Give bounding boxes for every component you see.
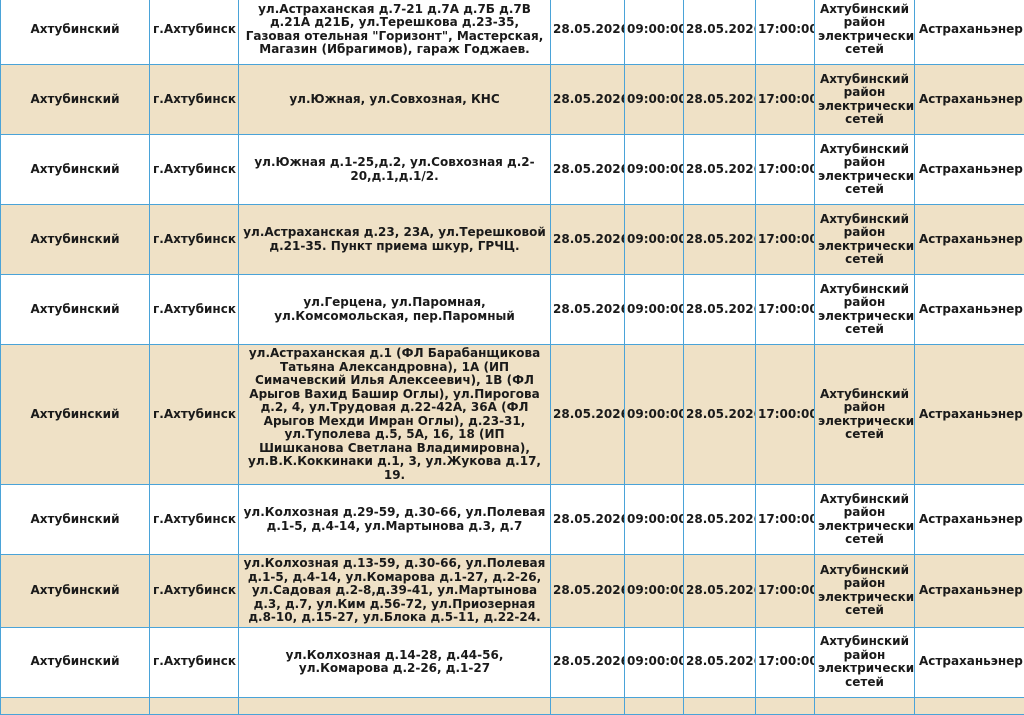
city-cell: г.Ахтубинск <box>150 555 239 628</box>
district-cell: Ахтубинский <box>1 627 150 697</box>
start-date-cell: 28.05.2026 <box>551 485 625 555</box>
end-date-cell: 28.05.2026 <box>684 205 756 275</box>
org-cell: Астраханьэнер <box>915 65 1024 135</box>
start-date-cell: 28.05.2026 <box>551 205 625 275</box>
network-cell: Ахтубинский район электрических сетей <box>815 0 915 65</box>
start-date-cell: 28.05.2026 <box>551 345 625 485</box>
org-cell: Астраханьэнер <box>915 555 1024 628</box>
org-cell: Астраханьэнер <box>915 0 1024 65</box>
network-cell: Ахтубинский район электрических сетей <box>815 205 915 275</box>
end-time-cell: 17:00:00 <box>756 345 815 485</box>
address-cell: ул.Астраханская д.7-21 д.7А д.7Б д.7В д.… <box>239 0 551 65</box>
table-row: Ахтубинский г.Ахтубинск ул.Колхозная д.1… <box>1 627 1024 697</box>
start-time-cell: 09:00:00 <box>625 345 684 485</box>
org-cell: Астраханьэнер <box>915 627 1024 697</box>
start-time-cell: 09:00:00 <box>625 275 684 345</box>
table-row: Ахтубинский г.Ахтубинск ул.Астраханская … <box>1 205 1024 275</box>
org-cell: Астраханьэнер <box>915 275 1024 345</box>
end-time-cell: 17:00:00 <box>756 627 815 697</box>
table-row-partial <box>1 697 1024 714</box>
end-time-cell: 17:00:00 <box>756 275 815 345</box>
start-date-cell: 28.05.2026 <box>551 627 625 697</box>
city-cell: г.Ахтубинск <box>150 65 239 135</box>
table-row: Ахтубинский г.Ахтубинск ул.Астраханская … <box>1 345 1024 485</box>
end-date-cell: 28.05.2026 <box>684 345 756 485</box>
end-time-cell: 17:00:00 <box>756 205 815 275</box>
table-row: Ахтубинский г.Ахтубинск ул.Колхозная д.1… <box>1 555 1024 628</box>
district-cell: Ахтубинский <box>1 555 150 628</box>
address-cell: ул.Колхозная д.14-28, д.44-56, ул.Комаро… <box>239 627 551 697</box>
district-cell: Ахтубинский <box>1 0 150 65</box>
org-cell: Астраханьэнер <box>915 485 1024 555</box>
district-cell: Ахтубинский <box>1 485 150 555</box>
end-time-cell: 17:00:00 <box>756 555 815 628</box>
table-row: Ахтубинский г.Ахтубинск ул.Герцена, ул.П… <box>1 275 1024 345</box>
city-cell: г.Ахтубинск <box>150 205 239 275</box>
start-date-cell: 28.05.2026 <box>551 135 625 205</box>
end-date-cell: 28.05.2026 <box>684 275 756 345</box>
org-cell: Астраханьэнер <box>915 135 1024 205</box>
city-cell: г.Ахтубинск <box>150 485 239 555</box>
table-row: Ахтубинский г.Ахтубинск ул.Южная, ул.Сов… <box>1 65 1024 135</box>
network-cell: Ахтубинский район электрических сетей <box>815 275 915 345</box>
city-cell: г.Ахтубинск <box>150 345 239 485</box>
start-time-cell: 09:00:00 <box>625 627 684 697</box>
city-cell: г.Ахтубинск <box>150 0 239 65</box>
network-cell: Ахтубинский район электрических сетей <box>815 65 915 135</box>
end-date-cell: 28.05.2026 <box>684 65 756 135</box>
district-cell: Ахтубинский <box>1 135 150 205</box>
start-date-cell: 28.05.2026 <box>551 275 625 345</box>
table-row: Ахтубинский г.Ахтубинск ул.Южная д.1-25,… <box>1 135 1024 205</box>
end-date-cell: 28.05.2026 <box>684 627 756 697</box>
org-cell: Астраханьэнер <box>915 205 1024 275</box>
start-time-cell: 09:00:00 <box>625 485 684 555</box>
address-cell: ул.Астраханская д.23, 23А, ул.Терешковой… <box>239 205 551 275</box>
table-row: Ахтубинский г.Ахтубинск ул.Колхозная д.2… <box>1 485 1024 555</box>
end-time-cell: 17:00:00 <box>756 0 815 65</box>
network-cell: Ахтубинский район электрических сетей <box>815 485 915 555</box>
district-cell: Ахтубинский <box>1 275 150 345</box>
start-date-cell: 28.05.2026 <box>551 555 625 628</box>
start-time-cell: 09:00:00 <box>625 65 684 135</box>
start-time-cell: 09:00:00 <box>625 135 684 205</box>
network-cell: Ахтубинский район электрических сетей <box>815 345 915 485</box>
start-time-cell: 09:00:00 <box>625 555 684 628</box>
end-time-cell: 17:00:00 <box>756 485 815 555</box>
start-date-cell: 28.05.2026 <box>551 65 625 135</box>
table-row: Ахтубинский г.Ахтубинск ул.Астраханская … <box>1 0 1024 65</box>
district-cell: Ахтубинский <box>1 345 150 485</box>
org-cell: Астраханьэнер <box>915 345 1024 485</box>
end-date-cell: 28.05.2026 <box>684 555 756 628</box>
end-time-cell: 17:00:00 <box>756 65 815 135</box>
end-date-cell: 28.05.2026 <box>684 135 756 205</box>
district-cell: Ахтубинский <box>1 205 150 275</box>
city-cell: г.Ахтубинск <box>150 627 239 697</box>
address-cell: ул.Колхозная д.29-59, д.30-66, ул.Полева… <box>239 485 551 555</box>
address-cell: ул.Южная, ул.Совхозная, КНС <box>239 65 551 135</box>
start-time-cell: 09:00:00 <box>625 205 684 275</box>
end-date-cell: 28.05.2026 <box>684 485 756 555</box>
end-time-cell: 17:00:00 <box>756 135 815 205</box>
city-cell: г.Ахтубинск <box>150 275 239 345</box>
address-cell: ул.Герцена, ул.Паромная, ул.Комсомольска… <box>239 275 551 345</box>
district-cell: Ахтубинский <box>1 65 150 135</box>
address-cell: ул.Колхозная д.13-59, д.30-66, ул.Полева… <box>239 555 551 628</box>
start-date-cell: 28.05.2026 <box>551 0 625 65</box>
network-cell: Ахтубинский район электрических сетей <box>815 627 915 697</box>
start-time-cell: 09:00:00 <box>625 0 684 65</box>
address-cell: ул.Южная д.1-25,д.2, ул.Совхозная д.2-20… <box>239 135 551 205</box>
end-date-cell: 28.05.2026 <box>684 0 756 65</box>
city-cell: г.Ахтубинск <box>150 135 239 205</box>
network-cell: Ахтубинский район электрических сетей <box>815 135 915 205</box>
address-cell: ул.Астраханская д.1 (ФЛ Барабанщикова Та… <box>239 345 551 485</box>
network-cell: Ахтубинский район электрических сетей <box>815 555 915 628</box>
